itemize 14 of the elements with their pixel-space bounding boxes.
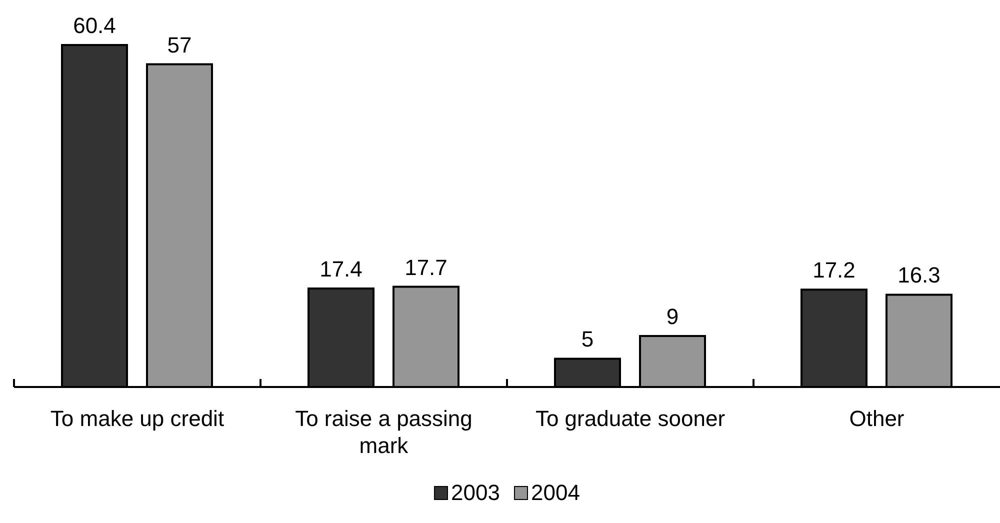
x-tick-label: To raise a passing mark — [295, 406, 472, 458]
data-label: 60.4 — [73, 13, 116, 38]
x-tick-label: Other — [849, 406, 904, 431]
data-label: 17.2 — [812, 258, 856, 283]
data-label: 57 — [167, 32, 192, 58]
x-tick-label: To graduate sooner — [535, 406, 726, 431]
data-label: 17.4 — [320, 256, 362, 282]
data-label: 9 — [666, 304, 679, 330]
legend-label: 2004 — [531, 479, 580, 507]
data-label: 16.3 — [898, 262, 940, 288]
legend-label: 2003 — [451, 479, 500, 507]
x-tick-label: To make up credit — [50, 406, 224, 431]
data-label: 17.7 — [404, 254, 448, 280]
data-label: 5 — [581, 326, 594, 352]
